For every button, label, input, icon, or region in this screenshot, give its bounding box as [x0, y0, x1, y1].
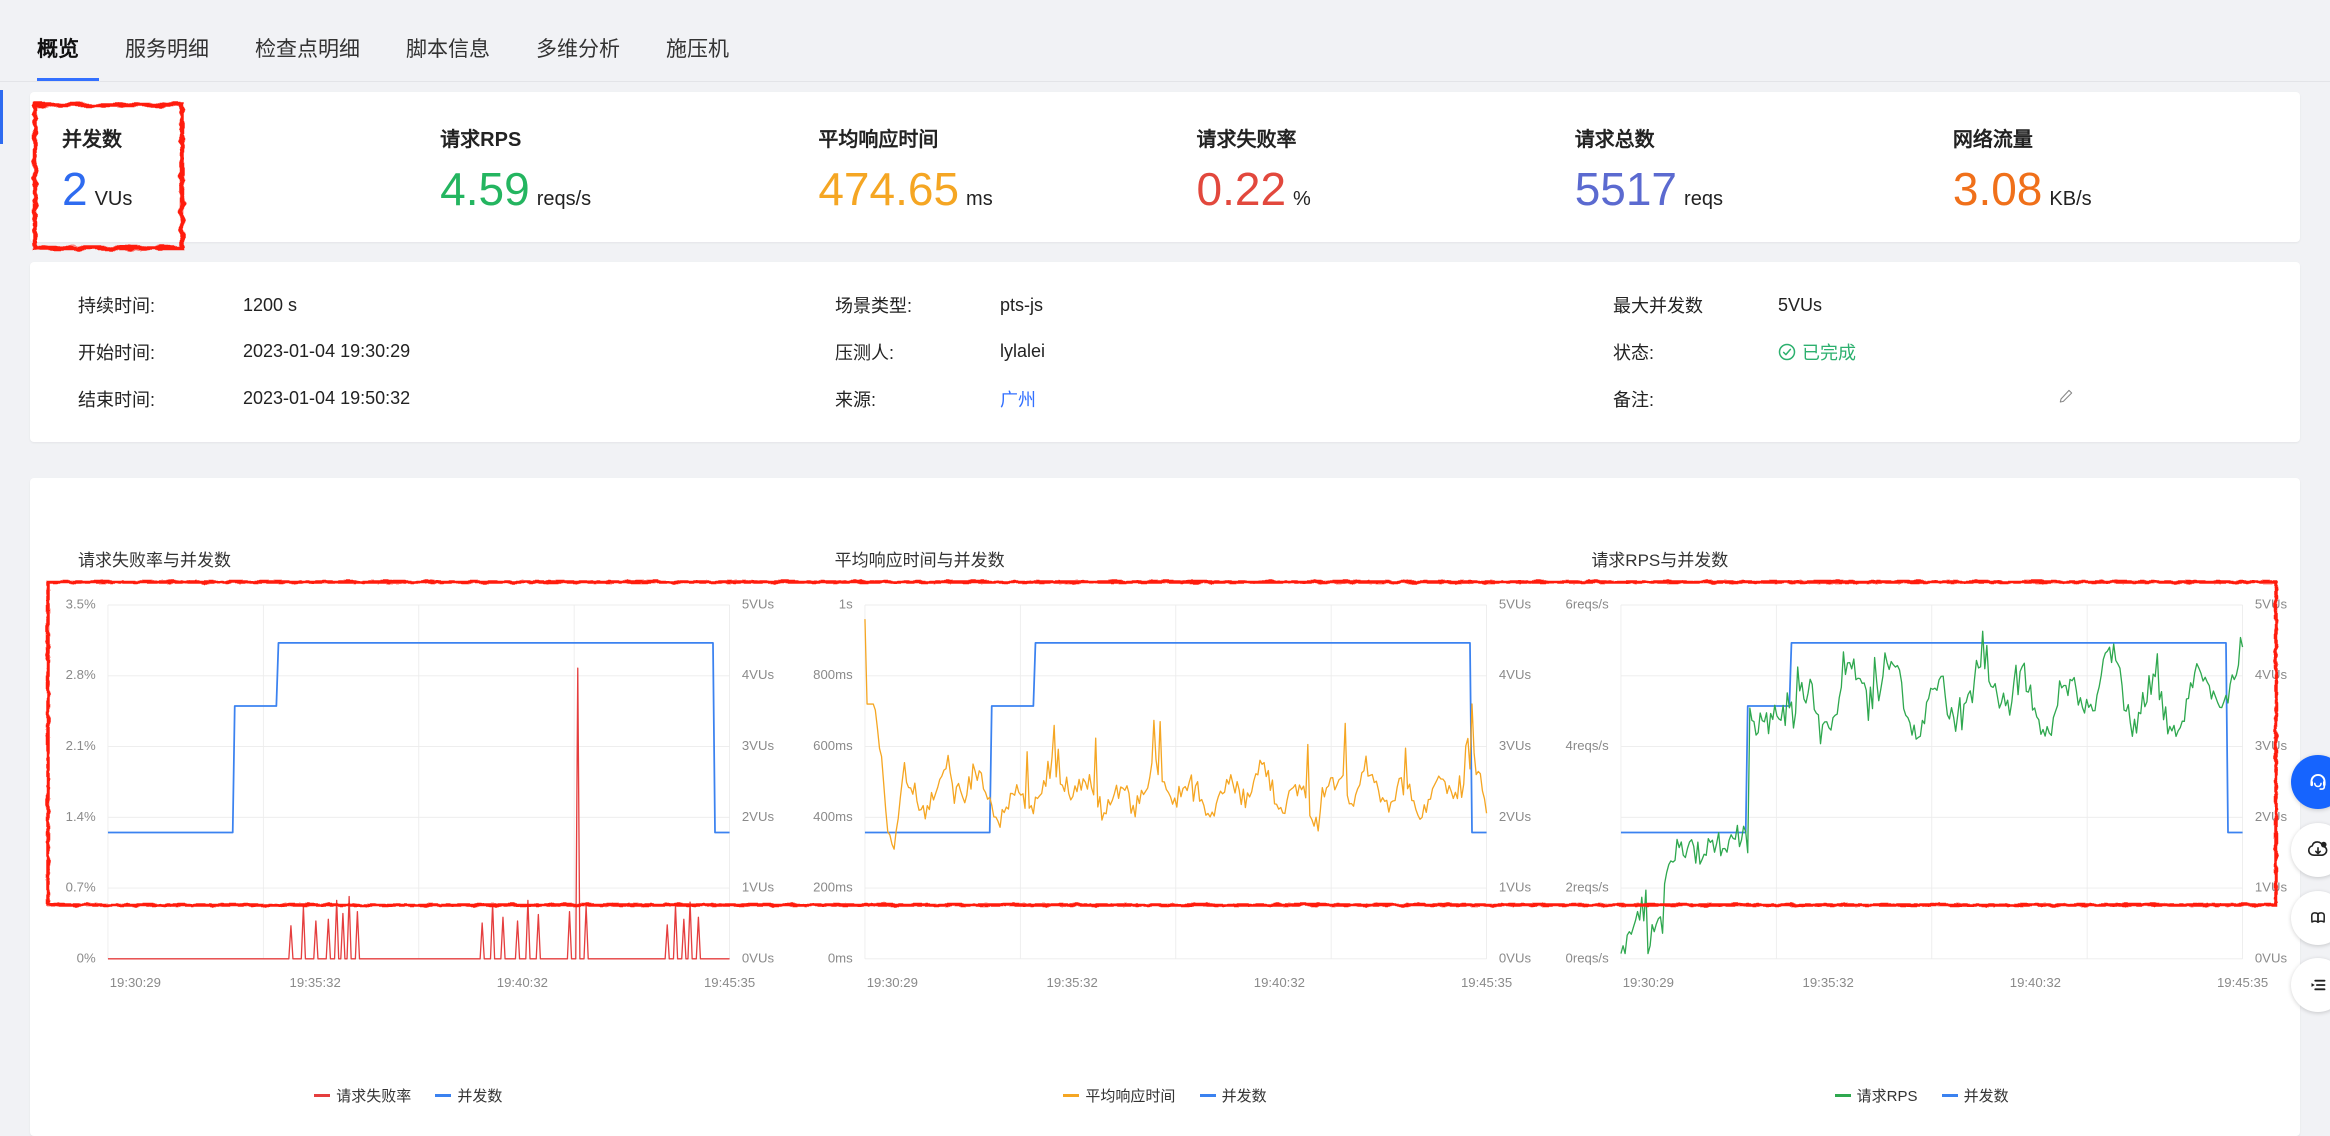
svg-text:4reqs/s: 4reqs/s — [1566, 738, 1610, 753]
svg-text:1s: 1s — [838, 596, 852, 611]
svg-text:19:45:35: 19:45:35 — [2217, 975, 2268, 990]
svg-text:3VUs: 3VUs — [742, 738, 775, 753]
svg-text:19:30:29: 19:30:29 — [1623, 975, 1674, 990]
svg-text:2.8%: 2.8% — [66, 667, 96, 682]
svg-text:5VUs: 5VUs — [2255, 596, 2288, 611]
svg-text:4VUs: 4VUs — [742, 667, 775, 682]
svg-text:2VUs: 2VUs — [742, 809, 775, 824]
svg-text:3VUs: 3VUs — [1499, 738, 1532, 753]
svg-text:5VUs: 5VUs — [742, 596, 775, 611]
svg-text:0ms: 0ms — [827, 950, 852, 965]
svg-text:0VUs: 0VUs — [742, 950, 775, 965]
svg-text:6reqs/s: 6reqs/s — [1566, 596, 1610, 611]
svg-text:19:30:29: 19:30:29 — [110, 975, 161, 990]
svg-text:2VUs: 2VUs — [2255, 809, 2288, 824]
svg-text:19:35:32: 19:35:32 — [1803, 975, 1854, 990]
svg-text:0reqs/s: 0reqs/s — [1566, 950, 1610, 965]
svg-text:4VUs: 4VUs — [2255, 667, 2288, 682]
svg-text:200ms: 200ms — [813, 880, 853, 895]
svg-text:2VUs: 2VUs — [1499, 809, 1532, 824]
svg-text:0VUs: 0VUs — [2255, 950, 2288, 965]
svg-text:19:40:32: 19:40:32 — [1253, 975, 1304, 990]
svg-text:600ms: 600ms — [813, 738, 853, 753]
svg-text:19:40:32: 19:40:32 — [2010, 975, 2061, 990]
svg-text:0VUs: 0VUs — [1499, 950, 1532, 965]
svg-text:19:30:29: 19:30:29 — [866, 975, 917, 990]
svg-text:4VUs: 4VUs — [1499, 667, 1532, 682]
svg-text:1VUs: 1VUs — [742, 880, 775, 895]
svg-text:3.5%: 3.5% — [66, 596, 96, 611]
svg-text:19:45:35: 19:45:35 — [704, 975, 755, 990]
svg-text:5VUs: 5VUs — [1499, 596, 1532, 611]
svg-text:2reqs/s: 2reqs/s — [1566, 880, 1610, 895]
svg-text:19:40:32: 19:40:32 — [497, 975, 548, 990]
svg-text:3VUs: 3VUs — [2255, 738, 2288, 753]
svg-text:19:35:32: 19:35:32 — [1046, 975, 1097, 990]
svg-text:1VUs: 1VUs — [2255, 880, 2288, 895]
svg-text:0.7%: 0.7% — [66, 880, 96, 895]
svg-text:19:35:32: 19:35:32 — [290, 975, 341, 990]
svg-text:1VUs: 1VUs — [1499, 880, 1532, 895]
svg-text:2.1%: 2.1% — [66, 738, 96, 753]
svg-text:19:45:35: 19:45:35 — [1461, 975, 1512, 990]
svg-text:800ms: 800ms — [813, 667, 853, 682]
svg-text:400ms: 400ms — [813, 809, 853, 824]
svg-text:1.4%: 1.4% — [66, 809, 96, 824]
svg-text:0%: 0% — [77, 950, 96, 965]
